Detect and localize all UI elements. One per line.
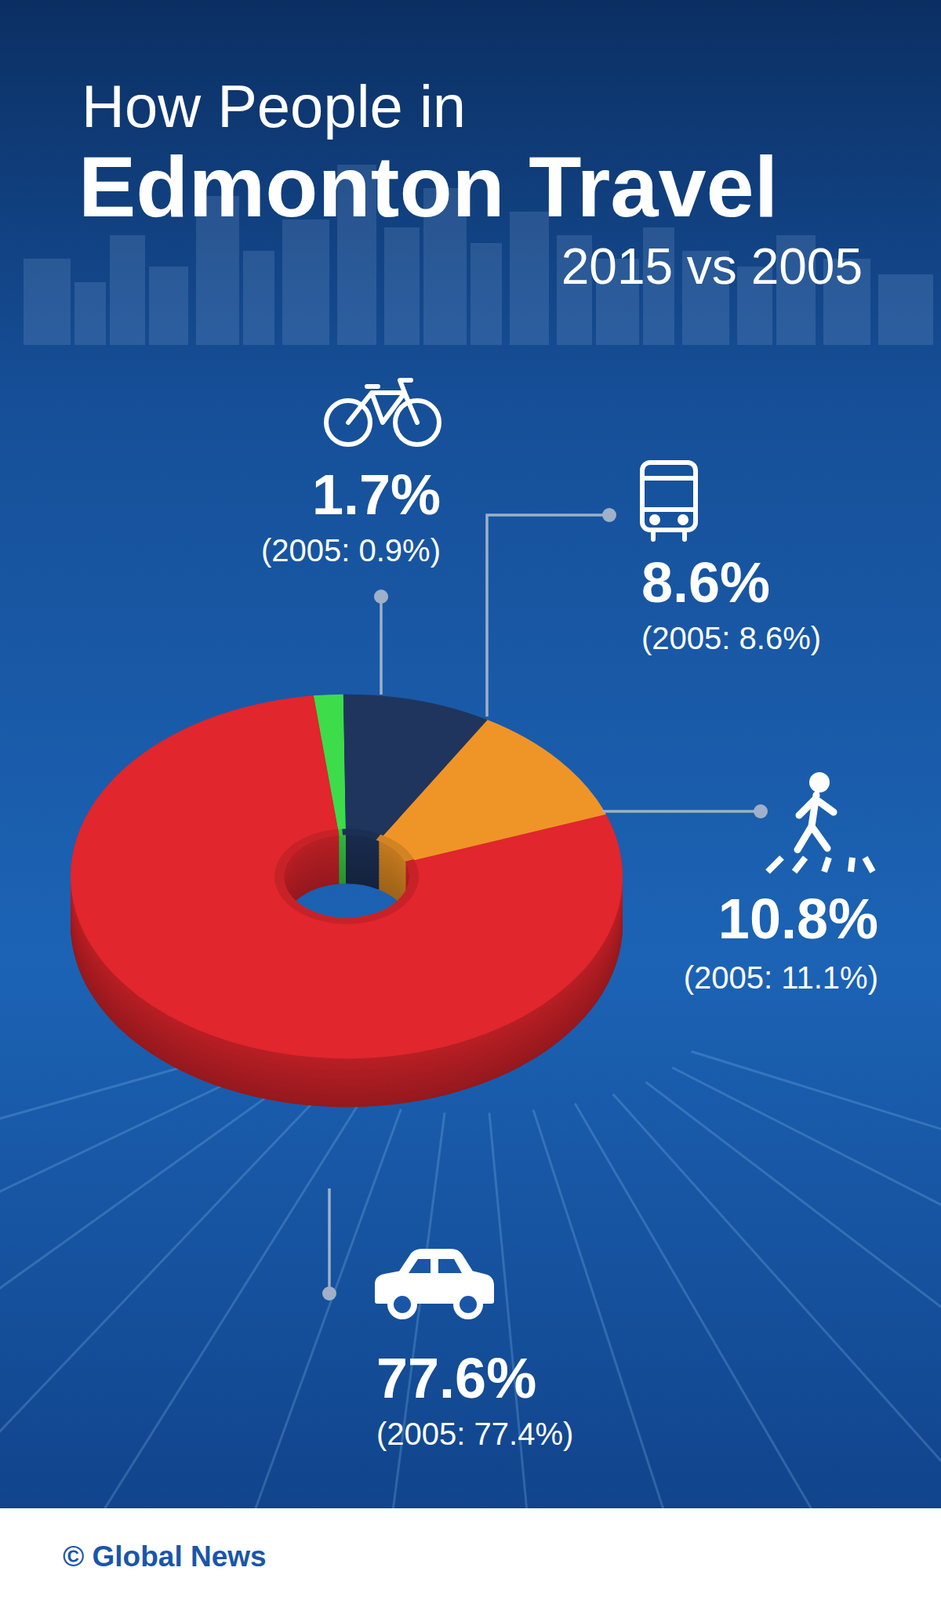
icon-part (651, 516, 658, 524)
data-label: 77.6% (376, 1347, 537, 1410)
leader-dot (753, 804, 768, 819)
subtitle: 2015 vs 2005 (561, 238, 863, 295)
building (109, 235, 146, 346)
data-label: 8.6% (641, 551, 771, 615)
data-label: 1.7% (312, 463, 441, 527)
icon-part (811, 774, 828, 791)
streak (0, 1079, 291, 1424)
icon-bike (326, 380, 440, 445)
data-label-2005: (2005: 11.1%) (683, 960, 879, 996)
streak (64, 1102, 360, 1574)
icon-part (767, 857, 873, 872)
leader-line (327, 1188, 331, 1294)
credit: © Global News (62, 1540, 267, 1574)
leader-line (486, 515, 610, 717)
streak (672, 1068, 941, 1343)
icon-part (797, 795, 834, 851)
title-line: Edmonton Travel (78, 138, 778, 235)
streaks (0, 1049, 941, 1600)
slice-2005 (376, 834, 415, 862)
building (878, 274, 934, 346)
building (23, 258, 71, 346)
background (0, 0, 941, 1600)
leader-line (379, 596, 383, 695)
icon-part (408, 1259, 462, 1274)
slice-2005 (341, 828, 381, 840)
streak (645, 1082, 941, 1439)
icon-part (390, 1293, 415, 1317)
title-line: How People in (81, 72, 466, 140)
icon-car (377, 1251, 492, 1317)
data-label: 10.8% (718, 887, 879, 951)
streak (691, 1051, 941, 1236)
building (74, 282, 106, 346)
building (470, 243, 502, 346)
icon-walk (767, 774, 873, 872)
footer (0, 1508, 941, 1600)
icon-part (348, 380, 418, 423)
building (384, 227, 420, 346)
icon-bus (642, 462, 696, 540)
streak (0, 1092, 323, 1508)
icon-part (456, 1293, 480, 1317)
streak (613, 1094, 941, 1519)
infographic: How People inEdmonton Travel2015 vs 2005… (0, 0, 941, 1600)
data-label-2005: (2005: 0.9%) (261, 533, 441, 568)
leader-dot (374, 589, 389, 604)
data-label-2005: (2005: 77.4%) (376, 1416, 574, 1452)
data-label-2005: (2005: 8.6%) (641, 621, 822, 656)
pie (70, 694, 623, 1109)
icon-part (679, 516, 687, 524)
building (148, 266, 189, 346)
leader-dot (602, 508, 617, 523)
building (243, 250, 275, 346)
slice (70, 695, 623, 1059)
title: How People inEdmonton Travel (78, 72, 778, 235)
icon-part (642, 478, 696, 540)
leader-line (602, 810, 761, 814)
icon-part (642, 462, 696, 531)
building (282, 219, 330, 346)
slice-2005 (274, 829, 419, 925)
leader-dot (322, 1286, 337, 1301)
